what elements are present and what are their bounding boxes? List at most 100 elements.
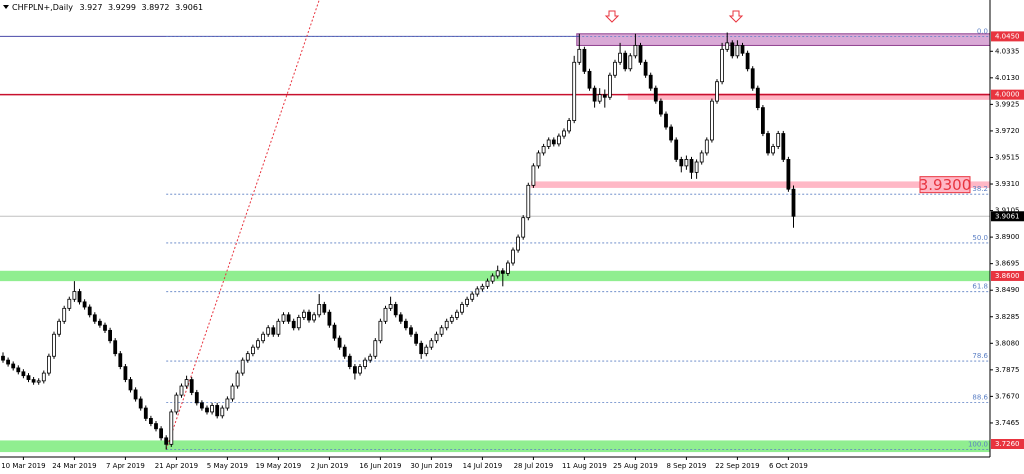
candle-body: [710, 100, 714, 141]
candle-body: [322, 304, 327, 313]
fib-label: 88.6: [972, 393, 988, 401]
candle-body: [750, 68, 755, 89]
x-tick-label: 22 Sep 2019: [715, 462, 759, 470]
candle-body: [444, 320, 449, 329]
candle-body: [98, 320, 102, 326]
candle-body: [138, 398, 143, 409]
candle-body: [352, 366, 357, 374]
zone: [0, 270, 990, 282]
candle-body: [67, 298, 72, 309]
candle-body: [521, 217, 526, 238]
zone: [576, 33, 991, 46]
y-tick-label: 3.9515: [995, 153, 1020, 161]
arrow-marker: [728, 10, 744, 23]
candle-body: [480, 285, 485, 290]
candle-body: [205, 407, 209, 413]
candle-body: [490, 275, 495, 282]
candle-body: [87, 306, 92, 316]
candle-body: [245, 353, 250, 361]
candle-body: [557, 135, 561, 145]
candle-body: [541, 146, 546, 154]
candle-body: [358, 366, 362, 374]
candle-body: [465, 298, 470, 305]
candle-body: [36, 380, 41, 383]
y-tick-label: 3.8900: [995, 233, 1020, 241]
candle-body: [368, 355, 373, 361]
candle-body: [449, 317, 454, 322]
trend-line: [165, 0, 320, 450]
candle-body: [169, 411, 174, 445]
candle-body: [562, 130, 566, 137]
candle-body: [511, 249, 515, 264]
candle-body: [424, 346, 429, 355]
candle-body: [342, 346, 347, 357]
candle-body: [679, 159, 684, 167]
candle-body: [301, 311, 306, 318]
y-tick-label: 4.0130: [995, 74, 1020, 82]
candle-body: [429, 340, 434, 348]
candle-body: [373, 340, 378, 357]
axis-panel: [0, 457, 990, 474]
arrow-marker: [604, 10, 620, 23]
candle-body: [199, 402, 204, 409]
y-tick-label: 3.8285: [995, 313, 1020, 321]
zone: [627, 93, 990, 100]
candle-body: [577, 48, 582, 63]
candle-body: [317, 304, 322, 316]
candle-body: [230, 385, 235, 400]
candle-body: [52, 333, 56, 357]
candle-body: [174, 394, 179, 413]
candle-body: [500, 270, 505, 274]
candle-body: [669, 126, 673, 141]
fib-label: 50.0: [972, 234, 988, 242]
candle-body: [225, 398, 230, 409]
fib-label: 0.0: [977, 27, 988, 35]
candle-body: [694, 161, 699, 173]
candle-body: [704, 139, 709, 154]
candle-body: [82, 301, 87, 308]
candle-body: [470, 293, 475, 300]
candle-body: [409, 327, 413, 335]
candle-body: [582, 48, 587, 72]
candle-body: [286, 314, 291, 322]
candle-body: [271, 327, 276, 335]
candle-body: [720, 48, 724, 83]
candle-body: [47, 355, 51, 374]
y-tick-label: 4.0335: [995, 47, 1020, 55]
candle-body: [118, 353, 123, 368]
candle-body: [1, 355, 5, 361]
chart-header: CHFPLN+,Daily 3.927 3.9299 3.8972 3.9061: [12, 3, 203, 12]
candle-body: [659, 100, 663, 115]
candle-body: [434, 333, 439, 342]
candle-body: [766, 133, 770, 154]
candle-body: [113, 340, 118, 355]
candle-body: [551, 139, 556, 145]
candle-body: [276, 320, 281, 335]
y-tick-label: 3.8695: [995, 260, 1020, 268]
candle-body: [291, 320, 296, 329]
y-tick-label: 3.9925: [995, 100, 1020, 108]
x-tick-label: 16 Jun 2019: [359, 462, 401, 470]
candle-body: [398, 314, 403, 322]
zone-label: 3.9300: [919, 176, 972, 194]
candle-body: [791, 188, 796, 217]
candle-body: [567, 120, 571, 132]
level-label: 3.7260: [995, 440, 1020, 448]
candle-body: [72, 291, 77, 300]
zone: [530, 181, 990, 188]
level-label: 4.0450: [995, 32, 1020, 40]
candle-body: [62, 307, 67, 322]
level-label-box: [991, 89, 1024, 100]
candle-body: [460, 304, 464, 313]
candle-body: [26, 375, 31, 380]
x-tick-label: 25 Aug 2019: [613, 462, 658, 470]
candle-body: [11, 363, 16, 369]
candle-body: [403, 320, 408, 329]
candle-body: [363, 359, 368, 368]
candle-body: [103, 324, 107, 331]
candle-body: [572, 61, 577, 121]
candle-body: [57, 320, 61, 335]
y-tick-label: 3.9720: [995, 127, 1020, 135]
candle-body: [393, 304, 398, 316]
candle-body: [735, 45, 740, 57]
